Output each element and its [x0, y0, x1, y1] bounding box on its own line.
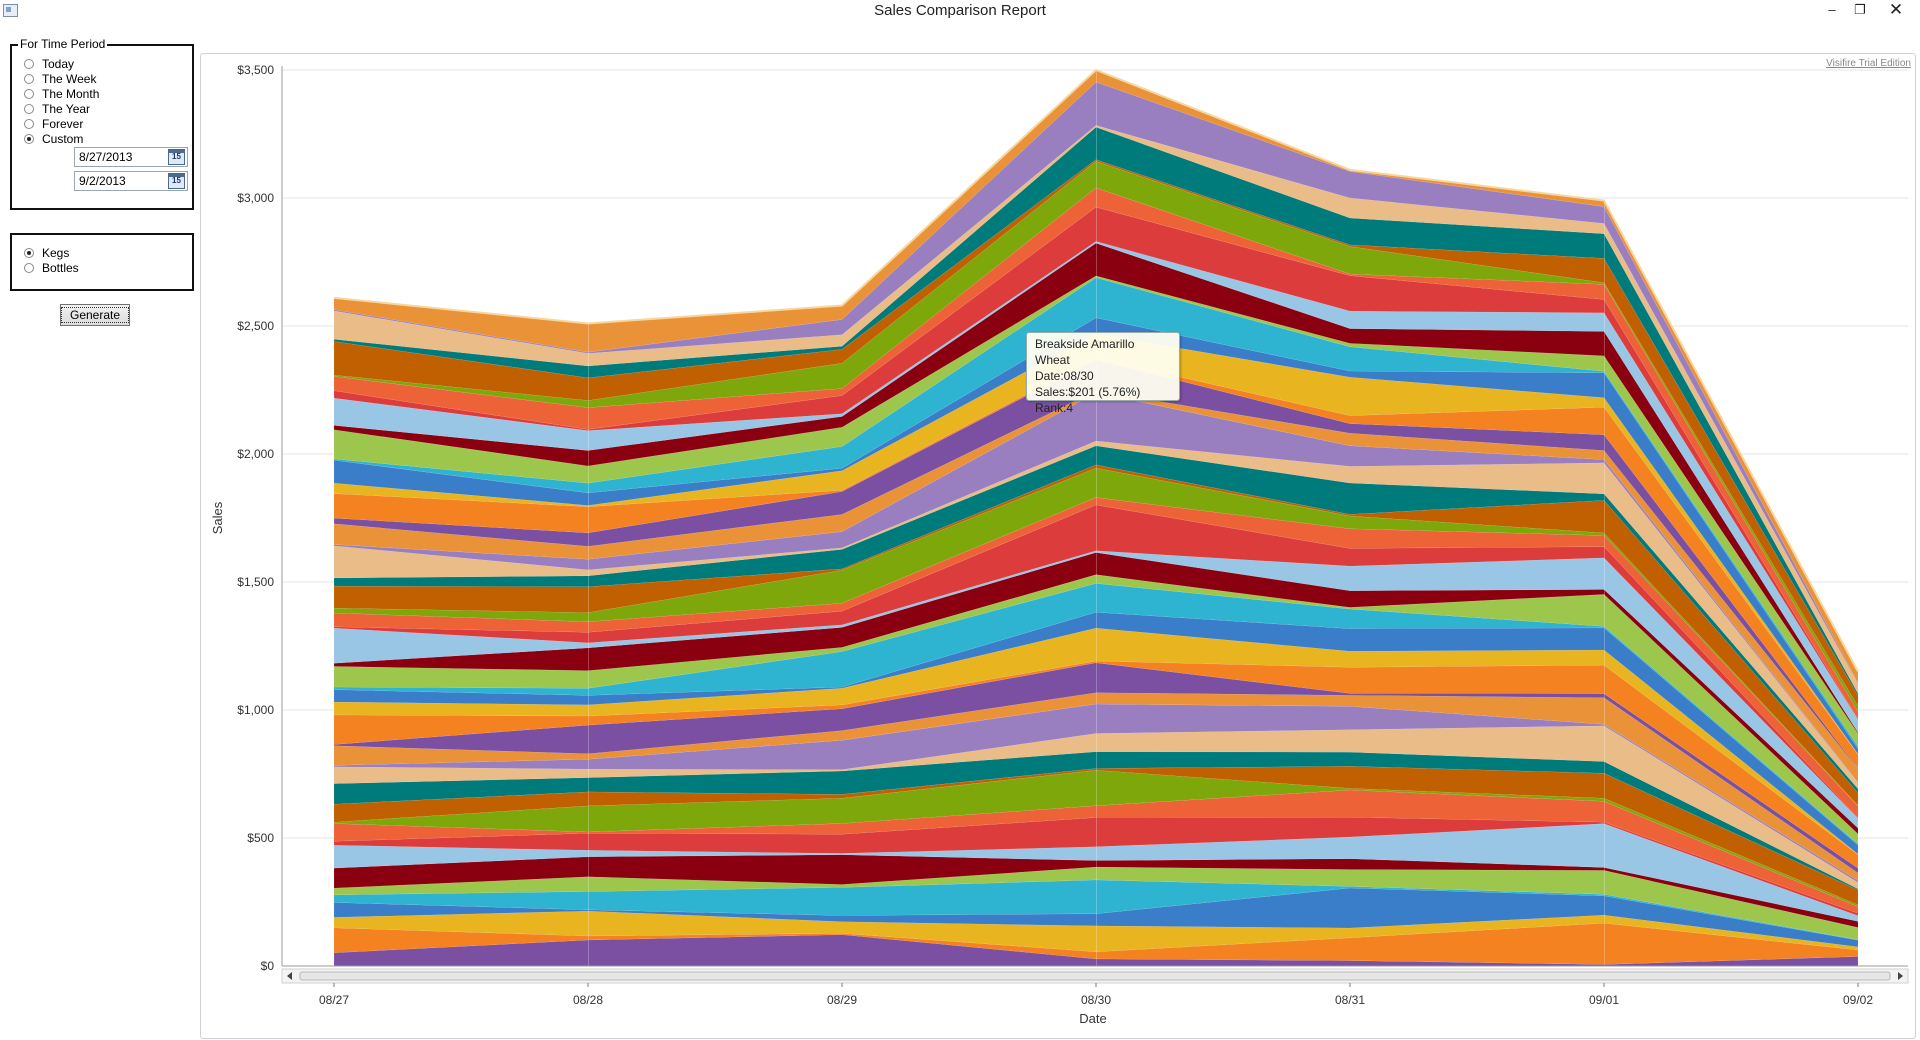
- column-shade: [1604, 200, 1605, 966]
- generate-label: Generate: [61, 307, 130, 323]
- radio-label: Kegs: [42, 245, 70, 260]
- area-series: [333, 550, 1859, 829]
- radio-circle[interactable]: [24, 58, 34, 69]
- area-series: [333, 497, 1859, 819]
- radio-label: Custom: [42, 131, 84, 146]
- area-series: [333, 611, 1859, 855]
- y-tick-label: $2,500: [237, 319, 274, 333]
- scroll-right-icon: [1898, 972, 1903, 980]
- area-series: [333, 161, 1859, 713]
- minimize-button[interactable]: –: [1828, 2, 1836, 17]
- radio-kegs[interactable]: Kegs: [24, 245, 69, 260]
- area-series: [333, 574, 1859, 845]
- y-tick-label: $0: [261, 959, 275, 973]
- radio-the-week[interactable]: The Week: [24, 71, 96, 86]
- y-tick-label: $1,000: [237, 703, 274, 717]
- x-tick-label: 08/31: [1335, 993, 1365, 1007]
- start-date-picker[interactable]: 8/27/2013 15: [74, 147, 188, 167]
- area-series: [333, 866, 1859, 940]
- y-tick-label: $3,500: [237, 63, 274, 77]
- area-series: [333, 789, 1859, 914]
- radio-label: The Month: [42, 86, 100, 101]
- radio-circle[interactable]: [24, 103, 34, 114]
- tooltip-product: Breakside Amarillo Wheat: [1035, 337, 1135, 367]
- close-button[interactable]: ✕: [1888, 0, 1904, 19]
- x-tick-label: 09/02: [1843, 993, 1873, 1007]
- column-shade: [1096, 70, 1097, 966]
- tooltip-rank: Rank:4: [1035, 401, 1074, 415]
- restore-button[interactable]: ❐: [1854, 2, 1866, 17]
- radio-the-month[interactable]: The Month: [24, 86, 99, 101]
- x-tick-label: 08/30: [1081, 993, 1111, 1007]
- radio-the-year[interactable]: The Year: [24, 101, 90, 116]
- y-tick-label: $3,000: [237, 191, 274, 205]
- x-axis-title: Date: [1079, 1011, 1106, 1026]
- calendar-icon[interactable]: 15: [168, 173, 185, 189]
- radio-label: The Week: [42, 71, 97, 86]
- chart-tooltip: Breakside Amarillo Wheat Date:08/30 Sale…: [1026, 332, 1180, 415]
- tooltip-sales: Sales:$201 (5.76%): [1035, 385, 1141, 399]
- radio-label: The Year: [42, 101, 91, 116]
- scrollbar-thumb: [299, 971, 1891, 981]
- generate-button[interactable]: Generate: [60, 304, 130, 326]
- x-tick-label: 08/27: [319, 993, 349, 1007]
- calendar-icon[interactable]: 15: [168, 149, 185, 165]
- x-tick-label: 09/01: [1589, 993, 1619, 1007]
- x-tick-label: 08/29: [827, 993, 857, 1007]
- radio-today[interactable]: Today: [24, 56, 74, 71]
- time-period-legend: For Time Period: [18, 37, 108, 51]
- radio-label: Bottles: [42, 260, 79, 275]
- area-series: [333, 206, 1859, 721]
- trial-watermark-link[interactable]: Visifire Trial Edition: [1826, 58, 1911, 69]
- radio-circle-selected[interactable]: [24, 247, 34, 258]
- tooltip-date: Date:08/30: [1035, 369, 1094, 383]
- radio-forever[interactable]: Forever: [24, 116, 83, 131]
- radio-custom[interactable]: Custom: [24, 131, 83, 146]
- area-series: [333, 879, 1859, 941]
- area-series: [333, 692, 1859, 881]
- y-tick-label: $500: [247, 831, 274, 845]
- column-shade: [588, 323, 589, 966]
- area-series: [333, 583, 1859, 846]
- scroll-left-icon: [287, 972, 292, 980]
- radio-circle-selected[interactable]: [24, 133, 34, 144]
- start-date-value[interactable]: 8/27/2013: [79, 150, 133, 164]
- area-series: [333, 823, 1859, 922]
- window-title: Sales Comparison Report: [874, 2, 1046, 19]
- area-series: [333, 392, 1859, 784]
- y-tick-label: $2,000: [237, 447, 274, 461]
- radio-label: Today: [42, 56, 75, 71]
- time-period-group: For Time Period Today The Week The Month…: [10, 37, 194, 210]
- app-icon: [3, 4, 18, 17]
- product-type-group: Kegs Bottles: [10, 233, 194, 291]
- chart-frame: Visifire Trial Edition: [200, 53, 1916, 1039]
- series-top-edge: [333, 68, 1859, 673]
- radio-circle[interactable]: [24, 262, 34, 273]
- title-bar: Sales Comparison Report – ❐ ✕: [0, 0, 1920, 24]
- area-series: [333, 359, 1859, 770]
- radio-circle[interactable]: [24, 118, 34, 129]
- radio-label: Forever: [42, 116, 84, 131]
- area-series: [333, 660, 1859, 869]
- x-tick-label: 08/28: [573, 993, 603, 1007]
- area-series: [333, 552, 1859, 835]
- radio-circle[interactable]: [24, 88, 34, 99]
- end-date-value[interactable]: 9/2/2013: [79, 174, 126, 188]
- radio-bottles[interactable]: Bottles: [24, 260, 79, 275]
- y-tick-label: $1,500: [237, 575, 274, 589]
- y-axis-title: Sales: [210, 501, 225, 534]
- radio-circle[interactable]: [24, 73, 34, 84]
- end-date-picker[interactable]: 9/2/2013 15: [74, 171, 188, 191]
